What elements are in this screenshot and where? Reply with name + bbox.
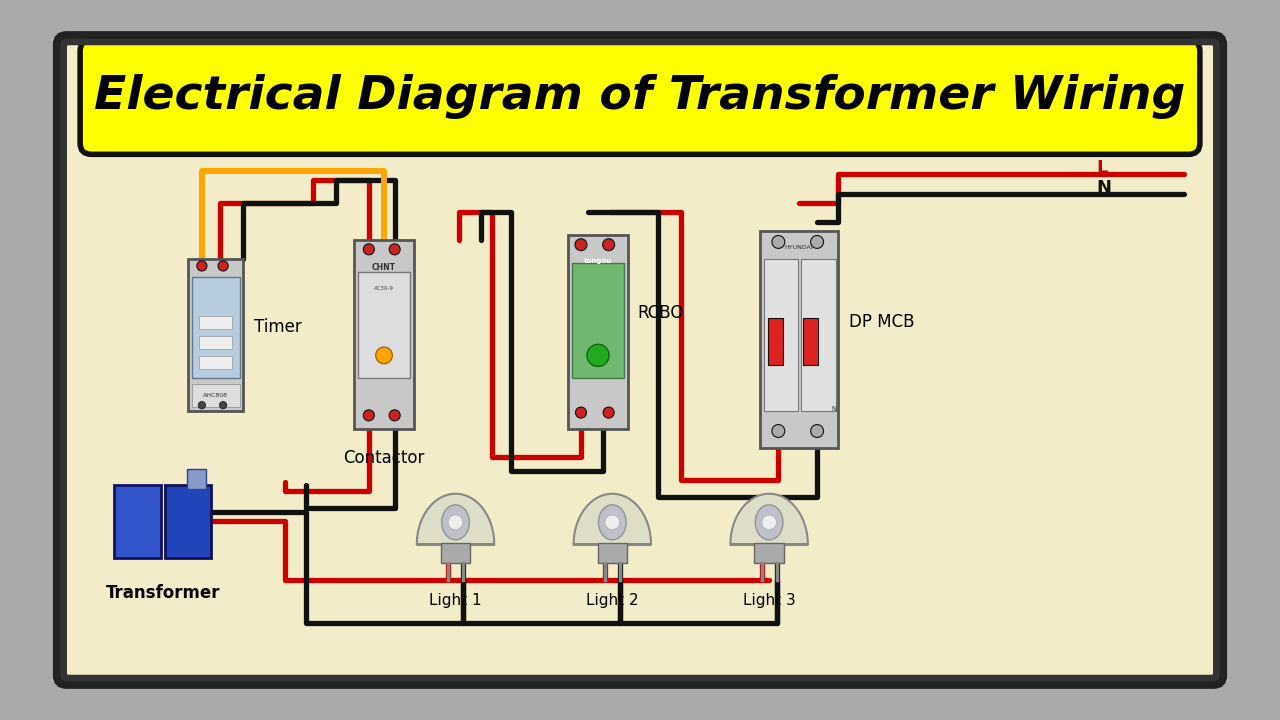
Bar	[598, 543, 627, 563]
Polygon shape	[417, 494, 494, 544]
Circle shape	[762, 515, 777, 530]
Circle shape	[588, 344, 609, 366]
Text: CHNT: CHNT	[372, 264, 396, 272]
Circle shape	[389, 410, 401, 421]
Circle shape	[605, 515, 620, 530]
Text: Timer: Timer	[255, 318, 302, 336]
Bar	[192, 277, 239, 379]
Circle shape	[810, 425, 823, 438]
Bar	[165, 485, 211, 558]
Bar	[764, 258, 799, 410]
Circle shape	[364, 410, 374, 421]
Bar	[355, 240, 413, 429]
Text: Electrical Diagram of Transformer Wiring: Electrical Diagram of Transformer Wiring	[95, 73, 1185, 119]
FancyBboxPatch shape	[81, 40, 1199, 154]
Bar	[801, 258, 836, 410]
Bar	[357, 272, 411, 379]
Circle shape	[772, 235, 785, 248]
Bar	[114, 485, 161, 558]
Circle shape	[772, 425, 785, 438]
Bar	[187, 469, 206, 489]
Circle shape	[376, 347, 393, 364]
Bar	[768, 318, 783, 364]
Circle shape	[576, 407, 586, 418]
Bar	[572, 263, 625, 379]
Bar	[754, 543, 783, 563]
FancyBboxPatch shape	[58, 35, 1222, 685]
Text: L: L	[1097, 159, 1108, 177]
Polygon shape	[731, 494, 808, 544]
Ellipse shape	[755, 505, 783, 540]
Bar	[200, 356, 232, 369]
Circle shape	[575, 239, 588, 251]
Circle shape	[603, 407, 614, 418]
Circle shape	[810, 235, 823, 248]
Bar	[760, 231, 838, 448]
Text: RCBO: RCBO	[637, 304, 684, 322]
Text: DP MCB: DP MCB	[850, 313, 915, 331]
Circle shape	[219, 402, 227, 409]
Text: AHC808: AHC808	[204, 392, 228, 397]
Ellipse shape	[442, 505, 470, 540]
Circle shape	[364, 244, 374, 255]
Circle shape	[389, 244, 401, 255]
Text: N: N	[1097, 179, 1111, 197]
Text: Light 2: Light 2	[586, 593, 639, 608]
Bar	[200, 336, 232, 349]
Circle shape	[448, 515, 463, 530]
Polygon shape	[573, 494, 652, 544]
Text: HYUNDAI: HYUNDAI	[785, 245, 814, 250]
Bar	[200, 316, 232, 328]
Circle shape	[603, 239, 614, 251]
Circle shape	[198, 402, 206, 409]
Bar	[568, 235, 628, 429]
Text: AC30-9: AC30-9	[374, 286, 394, 291]
Bar	[804, 318, 818, 364]
Text: tongou: tongou	[584, 258, 612, 264]
Bar	[440, 543, 470, 563]
Ellipse shape	[599, 505, 626, 540]
Text: N: N	[831, 406, 836, 412]
Text: Contactor: Contactor	[343, 449, 425, 467]
Bar	[188, 258, 243, 410]
Text: Transformer: Transformer	[105, 584, 220, 602]
Bar	[192, 384, 239, 407]
Circle shape	[197, 261, 207, 271]
Text: Light 1: Light 1	[429, 593, 481, 608]
Text: Light 3: Light 3	[742, 593, 795, 608]
Circle shape	[218, 261, 228, 271]
